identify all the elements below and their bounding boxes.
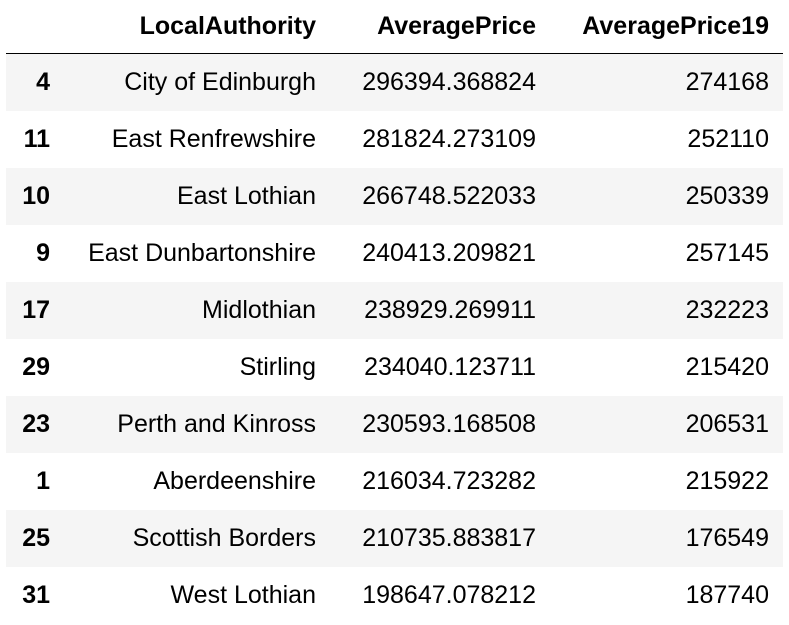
local-authority-cell: Stirling — [239, 353, 316, 381]
header-row: LocalAuthority AveragePrice AveragePrice… — [6, 0, 783, 54]
average-price-19-cell: 232223 — [685, 296, 769, 324]
table-row: 29 Stirling 234040.123711 215420 — [6, 339, 783, 396]
table-row: 10 East Lothian 266748.522033 250339 — [6, 168, 783, 225]
index-column-header — [6, 0, 58, 54]
local-authority-column-header: LocalAuthority — [58, 0, 330, 54]
row-index: 1 — [36, 467, 50, 495]
local-authority-cell: West Lothian — [170, 581, 316, 609]
row-index: 11 — [23, 125, 50, 153]
average-price-cell: 210735.883817 — [362, 524, 536, 552]
table-header: LocalAuthority AveragePrice AveragePrice… — [6, 0, 783, 54]
average-price-cell: 240413.209821 — [362, 239, 536, 267]
table-row: 25 Scottish Borders 210735.883817 176549 — [6, 510, 783, 567]
average-price-19-cell: 215420 — [685, 353, 769, 381]
table-row: 23 Perth and Kinross 230593.168508 20653… — [6, 396, 783, 453]
local-authority-cell: East Renfrewshire — [111, 125, 316, 153]
average-price-19-cell: 215922 — [685, 467, 769, 495]
local-authority-cell: Midlothian — [202, 296, 316, 324]
average-price-cell: 238929.269911 — [364, 296, 536, 324]
row-index: 29 — [22, 353, 50, 381]
local-authority-cell: Aberdeenshire — [153, 467, 316, 495]
local-authority-cell: Perth and Kinross — [117, 410, 316, 438]
row-index: 9 — [36, 239, 50, 267]
average-price-cell: 281824.273109 — [362, 125, 536, 153]
table-body: 4 City of Edinburgh 296394.368824 274168… — [6, 53, 783, 624]
average-price-cell: 216034.723282 — [362, 467, 536, 495]
average-price-cell: 266748.522033 — [362, 182, 536, 210]
row-index: 10 — [22, 182, 50, 210]
average-price-cell: 198647.078212 — [362, 581, 536, 609]
table-row: 17 Midlothian 238929.269911 232223 — [6, 282, 783, 339]
average-price-19-cell: 250339 — [685, 182, 769, 210]
average-price-19-column-header: AveragePrice19 — [550, 0, 783, 54]
table-row: 11 East Renfrewshire 281824.273109 25211… — [6, 111, 783, 168]
average-price-19-cell: 176549 — [685, 524, 769, 552]
average-price-19-cell: 257145 — [685, 239, 769, 267]
row-index: 4 — [36, 68, 50, 96]
average-price-cell: 296394.368824 — [362, 68, 536, 96]
local-authority-cell: Scottish Borders — [132, 524, 316, 552]
table-row: 1 Aberdeenshire 216034.723282 215922 — [6, 453, 783, 510]
row-index: 17 — [22, 296, 50, 324]
average-price-19-cell: 274168 — [685, 68, 769, 96]
average-price-19-cell: 252110 — [687, 125, 769, 153]
row-index: 23 — [22, 410, 50, 438]
local-authority-cell: East Lothian — [177, 182, 316, 210]
average-price-cell: 234040.123711 — [364, 353, 536, 381]
average-price-19-cell: 187740 — [685, 581, 769, 609]
table-row: 4 City of Edinburgh 296394.368824 274168 — [6, 53, 783, 111]
dataframe-table: LocalAuthority AveragePrice AveragePrice… — [6, 0, 783, 624]
average-price-19-cell: 206531 — [685, 410, 769, 438]
table-row: 9 East Dunbartonshire 240413.209821 2571… — [6, 225, 783, 282]
local-authority-cell: East Dunbartonshire — [88, 239, 316, 267]
average-price-column-header: AveragePrice — [330, 0, 550, 54]
row-index: 31 — [22, 581, 50, 609]
table-row: 31 West Lothian 198647.078212 187740 — [6, 567, 783, 624]
row-index: 25 — [22, 524, 50, 552]
average-price-cell: 230593.168508 — [362, 410, 536, 438]
local-authority-cell: City of Edinburgh — [124, 68, 316, 96]
